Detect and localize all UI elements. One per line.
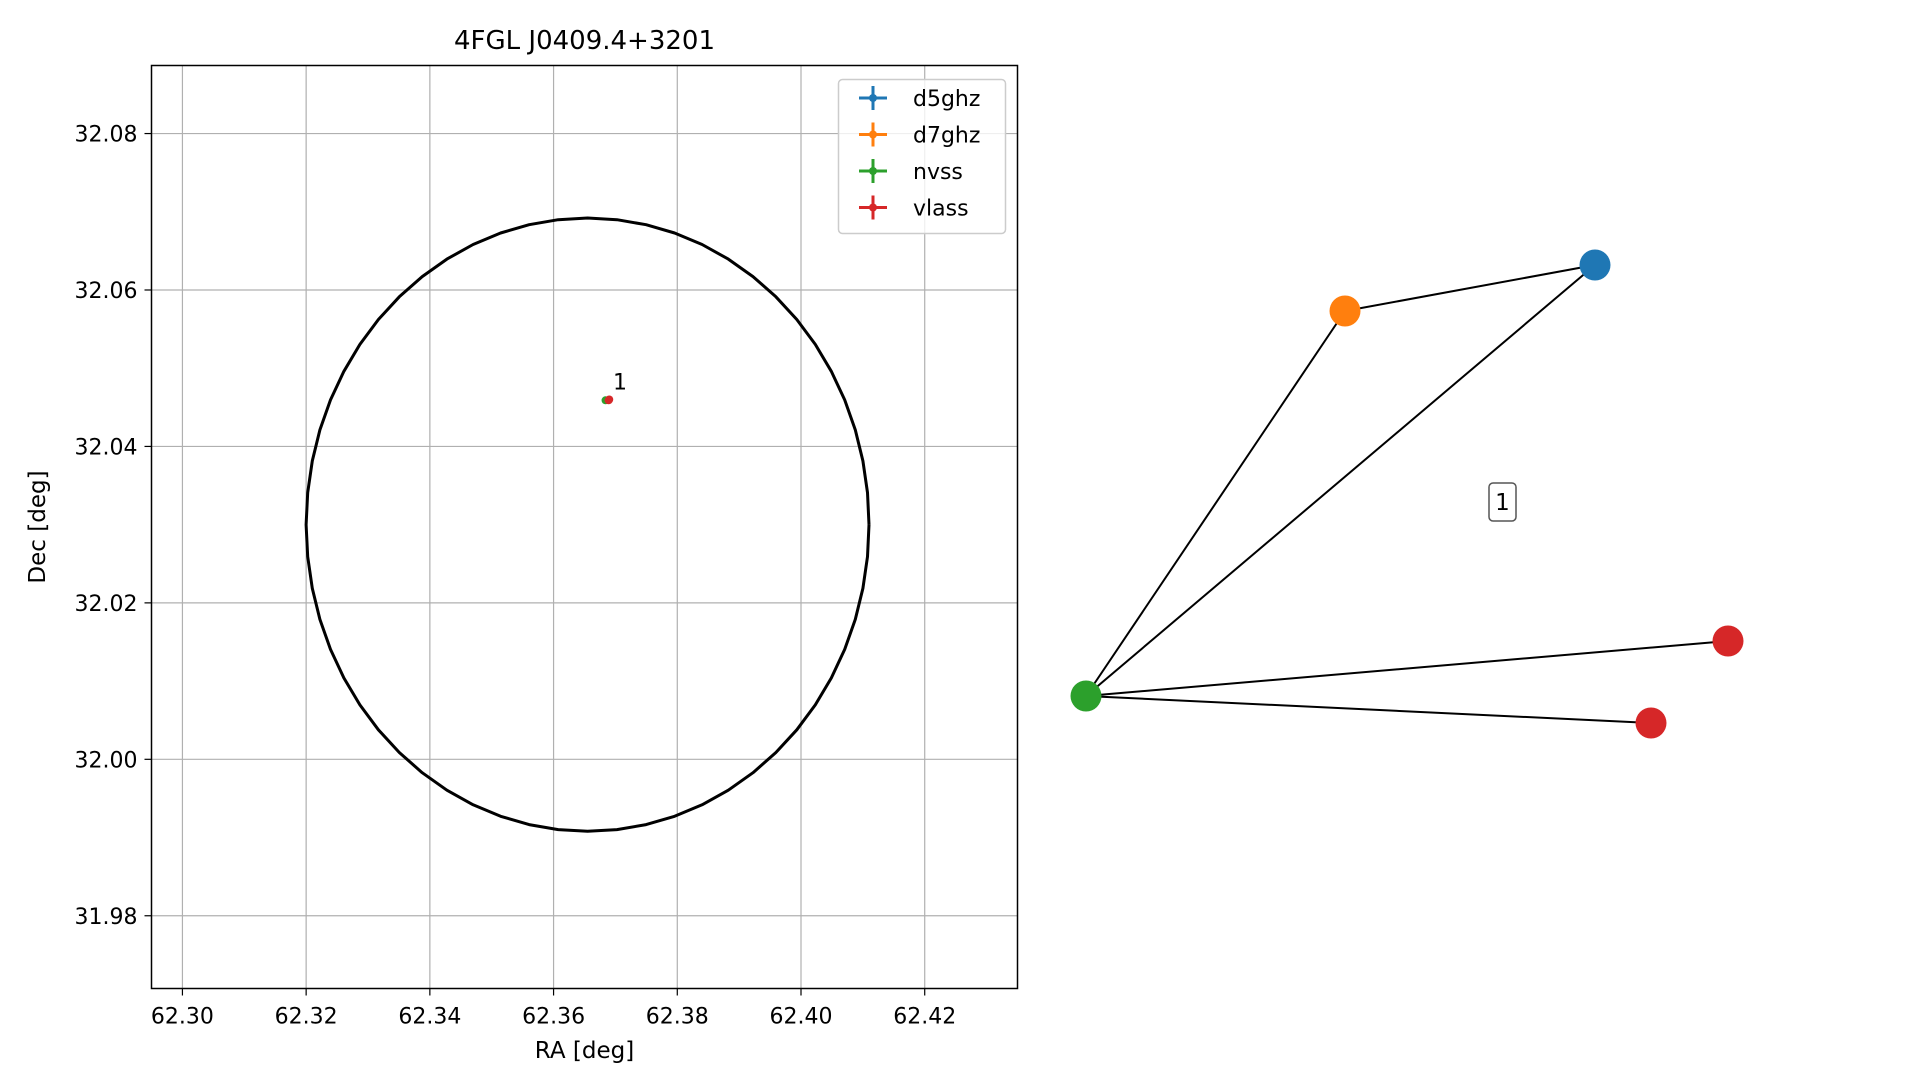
x-tick-label: 62.38 <box>646 1005 709 1030</box>
data-point-vlass <box>604 396 613 405</box>
node-vlass_2 <box>1635 707 1667 739</box>
x-tick-label: 62.36 <box>522 1005 585 1030</box>
legend-item-d7ghz: d7ghz <box>859 122 980 149</box>
legend-label: d5ghz <box>913 87 980 112</box>
edge-d7ghz-d5ghz <box>1344 264 1596 312</box>
y-tick-label: 32.00 <box>75 748 138 773</box>
node-vlass_1 <box>1712 625 1744 657</box>
legend: d5ghz d7ghz nvss vlass <box>837 78 1007 235</box>
legend-label: d7ghz <box>913 124 980 149</box>
legend-marker-dot <box>869 130 877 139</box>
legend-item-d5ghz: d5ghz <box>859 86 980 112</box>
x-tick-label: 62.40 <box>770 1005 833 1030</box>
y-tick-label: 32.02 <box>75 592 138 617</box>
node-nvss <box>1070 680 1102 712</box>
ellipse-layer <box>304 216 871 833</box>
x-axis-label: RA [deg] <box>535 1038 634 1064</box>
legend-item-nvss: nvss <box>859 159 963 185</box>
x-tick-label: 62.32 <box>275 1005 338 1030</box>
edges-layer <box>1085 264 1729 724</box>
legend-label: vlass <box>913 197 969 222</box>
legend-box <box>837 78 1007 235</box>
node-d7ghz <box>1329 295 1361 327</box>
localization-ellipse <box>304 216 871 833</box>
legend-label: nvss <box>913 160 963 185</box>
chart-title: 4FGL J0409.4+3201 <box>454 26 715 56</box>
x-ticks: 62.30 62.32 62.34 62.36 62.38 62.40 62.42 <box>151 988 956 1030</box>
sky-position-plot: 1 62.30 62.32 62.34 62.36 62.38 62.40 62.42 31… <box>25 26 1019 1064</box>
legend-marker-dot <box>869 94 877 102</box>
edge-nvss-d7ghz <box>1085 310 1346 697</box>
group-label-text: 1 <box>1495 490 1510 516</box>
x-tick-label: 62.42 <box>893 1005 956 1030</box>
y-tick-label: 32.08 <box>75 123 138 148</box>
legend-marker-dot <box>869 167 877 175</box>
edge-nvss-vlass_1 <box>1085 640 1729 697</box>
legend-entries: d5ghz d7ghz nvss vlass <box>859 86 980 222</box>
axes-frame <box>150 64 1019 990</box>
y-ticks: 31.98 32.00 32.02 32.04 32.06 32.08 <box>75 123 152 930</box>
y-tick-label: 32.06 <box>75 279 138 304</box>
group-label: 1 <box>1488 482 1517 522</box>
legend-item-vlass: vlass <box>859 195 969 222</box>
x-tick-label: 62.34 <box>398 1005 461 1030</box>
node-d5ghz <box>1579 249 1611 281</box>
legend-marker-dot <box>869 203 877 212</box>
x-tick-label: 62.30 <box>151 1005 214 1030</box>
y-tick-label: 31.98 <box>75 905 138 930</box>
edge-nvss-d5ghz <box>1085 264 1596 697</box>
nodes-layer <box>1070 249 1744 739</box>
y-tick-label: 32.04 <box>75 435 138 460</box>
point-annotation: 1 <box>613 370 627 395</box>
y-axis-label: Dec [deg] <box>25 470 51 583</box>
group-label-box <box>1488 482 1517 522</box>
network-graph: 1 <box>1070 249 1744 739</box>
edge-nvss-vlass_2 <box>1085 695 1652 724</box>
points-layer: 1 <box>601 370 627 405</box>
